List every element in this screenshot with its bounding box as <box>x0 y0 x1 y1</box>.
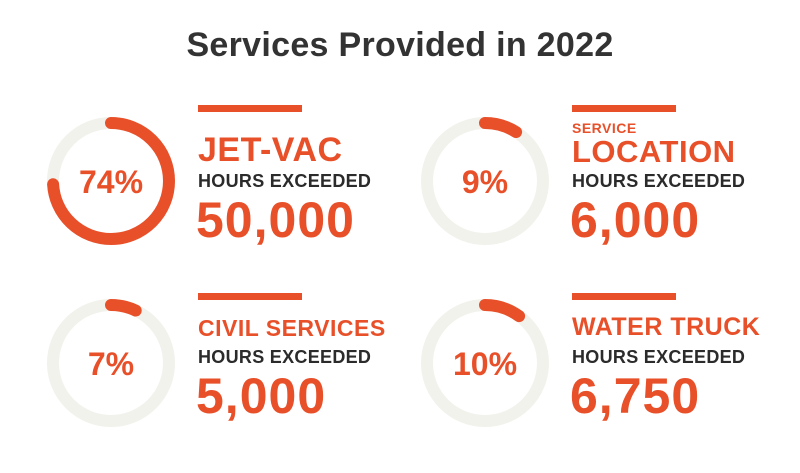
donut-ring: 74% <box>43 113 179 249</box>
hours-subtitle: HOURS EXCEEDED <box>572 347 746 367</box>
category-label: CIVIL SERVICES <box>198 315 386 341</box>
stat-card-water-truck: 10% WATER TRUCK HOURS EXCEEDED 6,750 <box>417 293 787 463</box>
hours-subtitle: HOURS EXCEEDED <box>572 171 746 191</box>
donut-progress <box>421 117 549 245</box>
donut-percent-label: 10% <box>453 346 517 382</box>
hours-value: 5,000 <box>196 368 327 424</box>
accent-bar <box>572 293 676 300</box>
accent-bar <box>572 105 676 112</box>
stat-card-jet-vac: 74% JET-VAC HOURS EXCEEDED 50,000 <box>43 105 413 275</box>
category-label: LOCATION <box>572 134 736 169</box>
category-label: WATER TRUCK <box>572 313 761 341</box>
category-label: JET-VAC <box>198 131 343 169</box>
category-label-small: SERVICE <box>572 120 637 136</box>
accent-bar <box>198 105 302 112</box>
donut-progress <box>47 299 175 427</box>
donut-percent-label: 74% <box>79 164 143 200</box>
page-title: Services Provided in 2022 <box>186 26 614 64</box>
donut-percent-label: 9% <box>462 164 508 200</box>
accent-bar <box>198 293 302 300</box>
hours-subtitle: HOURS EXCEEDED <box>198 347 372 367</box>
donut-progress <box>421 299 549 427</box>
donut-percent-label: 7% <box>88 346 134 382</box>
donut-ring: 9% <box>417 113 553 249</box>
donut-ring: 10% <box>417 295 553 431</box>
donut-ring: 7% <box>43 295 179 431</box>
stat-card-civil-services: 7% CIVIL SERVICES HOURS EXCEEDED 5,000 <box>43 293 413 463</box>
hours-value: 6,000 <box>570 192 701 248</box>
hours-subtitle: HOURS EXCEEDED <box>198 171 372 191</box>
hours-value: 6,750 <box>570 368 701 424</box>
hours-value: 50,000 <box>196 192 355 248</box>
donut-progress <box>47 117 175 245</box>
stat-card-service-location: 9% SERVICE LOCATION HOURS EXCEEDED 6,000 <box>417 105 787 275</box>
